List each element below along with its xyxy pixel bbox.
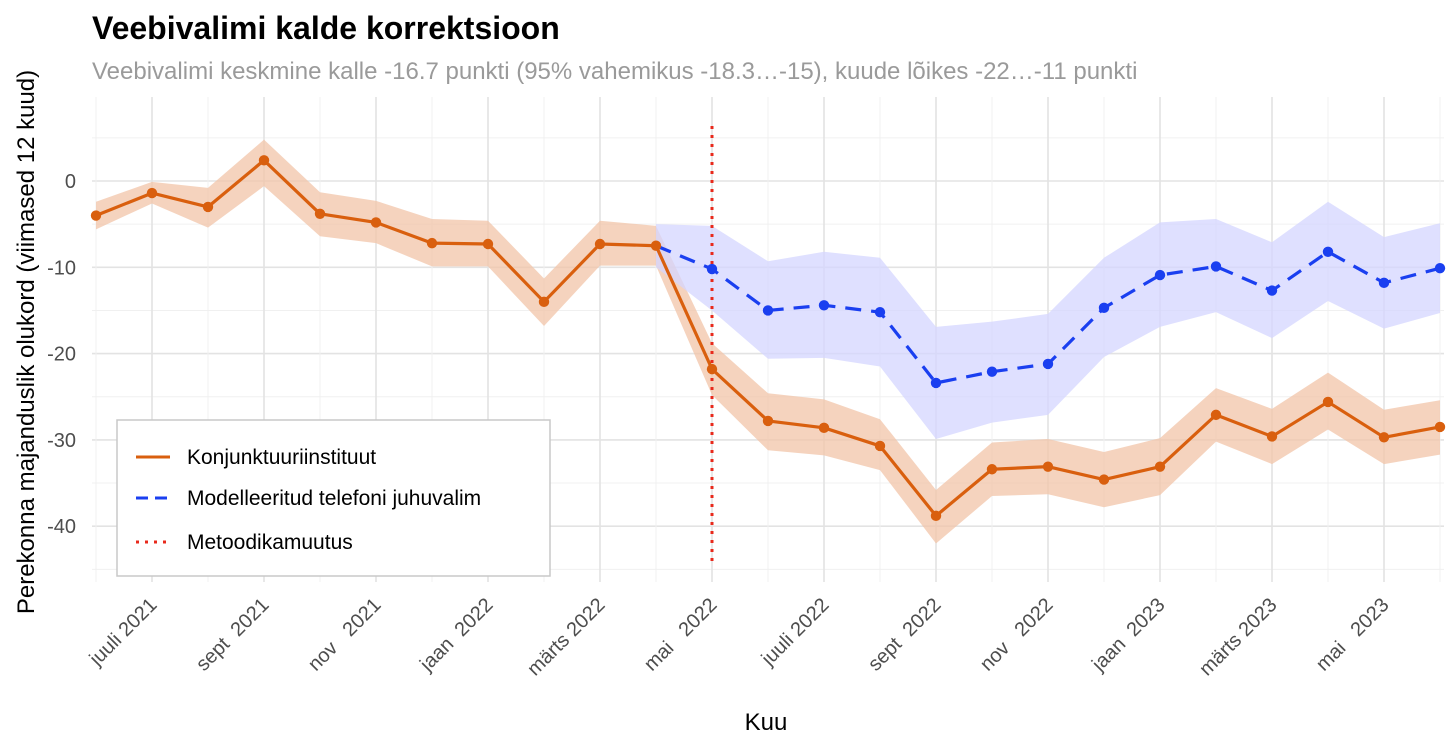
x-tick-label: juuli 2021 <box>85 594 162 671</box>
data-point-0-8 <box>538 296 550 308</box>
data-point-0-12 <box>762 415 774 427</box>
data-point-1-1 <box>706 263 718 275</box>
data-point-0-15 <box>930 510 942 522</box>
data-point-1-7 <box>1042 358 1054 370</box>
series-points <box>90 155 1446 522</box>
confidence-band-1 <box>656 201 1440 440</box>
x-tick-label: sept 2021 <box>192 594 274 676</box>
data-point-0-24 <box>1434 421 1446 433</box>
x-tick-label: nov 2021 <box>304 594 386 676</box>
data-point-0-17 <box>1042 461 1054 472</box>
data-point-1-5 <box>930 377 942 389</box>
data-point-1-12 <box>1322 246 1334 257</box>
data-point-1-14 <box>1434 262 1446 274</box>
y-tick-label: -30 <box>47 430 76 452</box>
y-tick-label: -10 <box>47 257 76 279</box>
x-tick-label: märts 2022 <box>523 594 609 680</box>
legend-label-konjunktuuriinstituut: Konjunktuuriinstituut <box>187 446 376 469</box>
y-axis-label: Perekonna majanduslik olukord (viimased … <box>13 70 40 614</box>
data-point-1-10 <box>1210 261 1222 272</box>
data-point-0-2 <box>202 201 214 213</box>
data-point-0-10 <box>650 240 662 251</box>
chart-subtitle: Veebivalimi keskmine kalle -16.7 punkti … <box>92 58 1137 85</box>
x-tick-label: jaan 2023 <box>1087 594 1169 676</box>
legend: Konjunktuuriinstituut Modelleeritud tele… <box>116 419 551 577</box>
data-point-0-13 <box>818 422 830 434</box>
data-point-0-18 <box>1098 474 1110 485</box>
data-point-0-11 <box>706 363 718 375</box>
legend-box <box>116 419 551 577</box>
data-point-0-21 <box>1266 431 1278 442</box>
x-tick-label: mai 2023 <box>1312 594 1394 676</box>
x-tick-label: juuli 2022 <box>757 594 834 671</box>
data-point-0-3 <box>258 155 270 166</box>
data-point-0-5 <box>370 217 382 228</box>
data-point-0-16 <box>986 464 998 475</box>
data-point-1-9 <box>1154 269 1166 281</box>
data-point-0-1 <box>146 187 158 199</box>
legend-label-metoodikamuutus: Metoodikamuutus <box>187 531 353 554</box>
x-tick-label: nov 2022 <box>976 594 1058 676</box>
data-point-1-3 <box>818 300 830 311</box>
data-point-0-23 <box>1378 432 1390 443</box>
data-point-1-13 <box>1378 277 1390 289</box>
data-point-0-0 <box>90 210 102 221</box>
chart-title: Veebivalimi kalde korrektsioon <box>92 10 560 46</box>
legend-label-telefoni-juhuvalim: Modelleeritud telefoni juhuvalim <box>187 487 481 510</box>
x-tick-label: jaan 2022 <box>415 594 497 676</box>
x-tick-label: mai 2022 <box>640 594 722 676</box>
data-point-1-2 <box>762 305 774 316</box>
data-point-0-20 <box>1210 409 1222 421</box>
data-point-0-7 <box>482 238 494 250</box>
data-point-0-19 <box>1154 461 1166 472</box>
data-point-1-8 <box>1098 302 1110 314</box>
data-point-1-4 <box>874 306 886 318</box>
y-tick-label: -40 <box>47 516 76 538</box>
x-tick-label: märts 2023 <box>1195 594 1281 680</box>
y-axis-ticks: 0 -10 -20 -30 -40 <box>47 171 76 538</box>
x-axis-label: Kuu <box>745 709 788 736</box>
x-axis-ticks: juuli 2021 sept 2021 nov 2021 jaan 2022 märt… <box>85 594 1394 680</box>
data-point-0-14 <box>874 440 886 452</box>
data-point-0-6 <box>426 237 438 249</box>
y-tick-label: 0 <box>65 171 76 193</box>
x-tick-label: sept 2022 <box>864 594 946 676</box>
data-point-0-4 <box>314 208 326 219</box>
y-tick-label: -20 <box>47 344 76 366</box>
data-point-1-6 <box>986 366 998 377</box>
data-point-1-11 <box>1266 285 1278 296</box>
data-point-0-9 <box>594 238 606 250</box>
data-point-0-22 <box>1322 396 1334 408</box>
